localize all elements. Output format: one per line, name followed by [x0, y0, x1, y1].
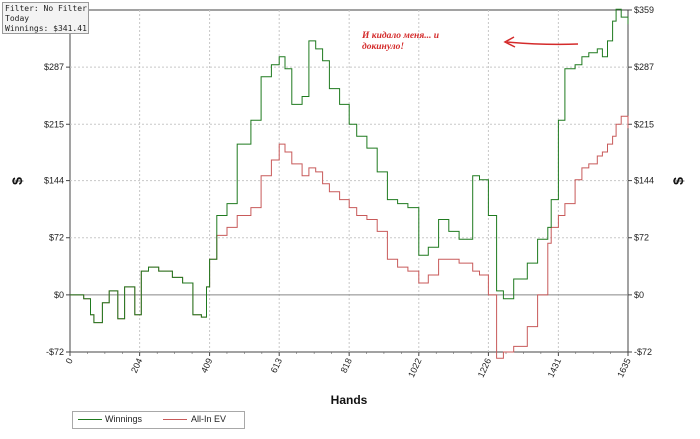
annotation-line-1: И кидало меня... и	[361, 30, 439, 41]
legend-swatch-winnings	[78, 419, 102, 420]
y-tick-label-right: $359	[634, 5, 654, 15]
filter-label: Filter: No Filter	[5, 4, 87, 13]
annotation-arrow	[503, 36, 579, 48]
legend-label-allin: All-In EV	[191, 414, 227, 424]
y-tick-label-left: $72	[49, 233, 64, 243]
x-tick-label: 1431	[546, 357, 564, 379]
y-tick-label-left: $144	[44, 176, 64, 186]
x-tick-label: 1226	[476, 357, 494, 379]
y-tick-label-right: $0	[634, 290, 644, 300]
x-tick-label: 409	[199, 357, 214, 375]
x-tick-label: 818	[339, 357, 354, 375]
y-tick-label-left: $0	[54, 290, 64, 300]
legend-label-winnings: Winnings	[105, 414, 143, 424]
plot-area	[69, 9, 629, 353]
x-tick-label: 1635	[615, 357, 633, 379]
x-axis-label: Hands	[331, 393, 368, 407]
y-tick-label-right: $287	[634, 62, 654, 72]
y-tick-label-left: $215	[44, 119, 64, 129]
y-axis-label-right: $	[670, 177, 686, 185]
y-axis-label-left: $	[9, 177, 25, 185]
annotation-line-2: докинуло!	[362, 41, 404, 52]
x-tick-label: 1022	[406, 357, 424, 379]
legend: Winnings All-In EV	[72, 411, 245, 429]
y-tick-label-right: $144	[634, 176, 654, 186]
x-tick-label: 0	[64, 357, 75, 366]
series-line-winnings	[70, 8, 629, 324]
y-tick-label-right: $215	[634, 119, 654, 129]
winnings-label: Winnings: $341.41	[5, 24, 87, 33]
y-tick-label-right: $72	[634, 233, 649, 243]
date-label: Today	[5, 14, 30, 23]
legend-swatch-allin	[163, 419, 187, 420]
x-tick-label: 613	[269, 357, 284, 375]
y-tick-label-right: -$72	[634, 347, 652, 357]
y-tick-label-left: $287	[44, 62, 64, 72]
x-tick-label: 204	[129, 357, 144, 375]
y-tick-label-left: -$72	[46, 347, 64, 357]
filter-info-box: Filter: No Filter Today Winnings: $341.4…	[2, 2, 89, 34]
